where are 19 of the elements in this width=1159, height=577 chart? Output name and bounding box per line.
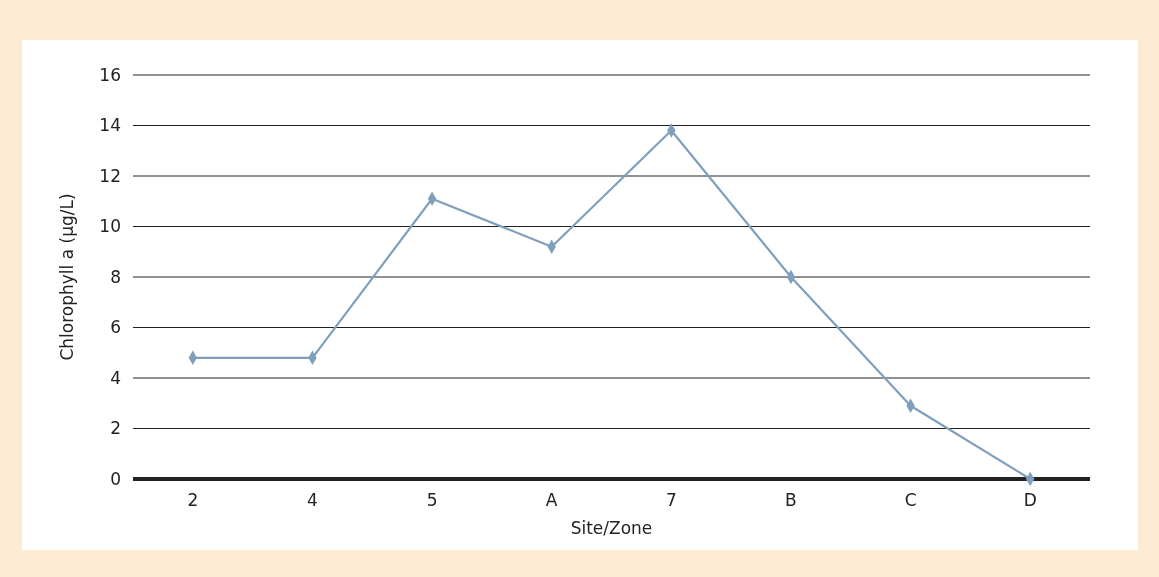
- x-tick-label: D: [1023, 490, 1037, 510]
- x-tick-label: 4: [307, 490, 318, 510]
- x-axis-title: Site/Zone: [570, 518, 653, 538]
- y-tick-label: 4: [110, 367, 121, 388]
- y-tick-label: 8: [110, 266, 121, 287]
- y-tick-label: 2: [110, 418, 121, 439]
- y-axis-title: Chlorophyll a (µg/L): [57, 193, 77, 361]
- y-tick-label: 12: [99, 165, 121, 186]
- y-tick-label: 14: [99, 115, 121, 136]
- x-tick-label: B: [785, 490, 797, 510]
- y-tick-label: 16: [99, 64, 121, 85]
- y-tick-label: 6: [110, 317, 121, 338]
- x-tick-label: C: [904, 490, 917, 510]
- x-tick-label: 7: [665, 490, 677, 510]
- x-tick-label: 5: [426, 490, 438, 510]
- y-tick-label: 10: [99, 216, 121, 237]
- x-tick-label: 2: [187, 490, 199, 510]
- y-tick-label: 0: [110, 468, 121, 489]
- x-tick-label: A: [545, 490, 558, 510]
